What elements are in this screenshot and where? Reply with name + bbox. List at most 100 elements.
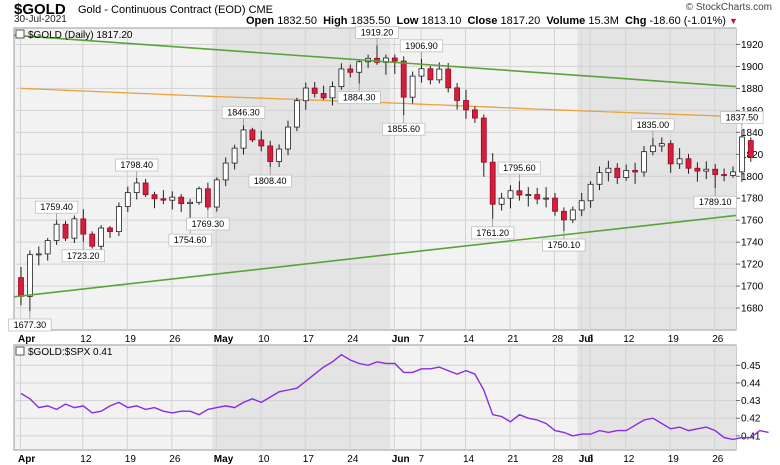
- month-shade: [212, 29, 391, 329]
- y-tick-label: 1920: [741, 40, 764, 51]
- price-annotation: 1837.50: [726, 112, 759, 122]
- candle-up: [507, 190, 514, 199]
- ratio-legend: $GOLD:$SPX 0.41: [28, 347, 113, 358]
- annotation-box: [61, 249, 105, 263]
- candle-up: [356, 61, 363, 73]
- candle-up: [169, 196, 176, 201]
- candle-down: [391, 57, 398, 62]
- price-annotation: 1769.30: [192, 219, 225, 229]
- month-shade: [212, 346, 391, 449]
- annotation-box: [337, 91, 381, 105]
- contract-name: Gold - Continuous Contract (EOD): [78, 4, 246, 16]
- annotation-box: [168, 233, 212, 247]
- price-annotation: 1846.30: [227, 107, 260, 117]
- brand-watermark: © StockCharts.com: [685, 2, 772, 13]
- candle-up: [133, 182, 140, 194]
- ratio-y-tick-label: 0.42: [741, 414, 761, 425]
- candle-up: [222, 162, 229, 181]
- candle-down: [471, 109, 478, 119]
- price-annotation: 1884.30: [343, 93, 376, 103]
- x-tick-label: 12: [80, 334, 92, 345]
- candle-up: [329, 86, 336, 99]
- candle-down: [258, 139, 265, 147]
- exchange-name: CME: [248, 4, 274, 16]
- moving-average-line: [20, 87, 751, 118]
- candle-up: [240, 129, 247, 149]
- annotation-box: [542, 238, 586, 252]
- contract-subtitle: Gold - Continuous Contract (EOD) CME: [78, 4, 273, 16]
- x-tick-label: 6: [588, 334, 594, 345]
- low-label: Low: [396, 15, 419, 27]
- annotation-box: [382, 122, 426, 136]
- x-tick-label: 14: [463, 334, 475, 345]
- ratio-x-tick-label: May: [214, 454, 234, 465]
- x-tick-label: 10: [258, 334, 270, 345]
- candle-up: [44, 240, 51, 255]
- candle-up: [641, 151, 647, 173]
- candle-up: [578, 200, 585, 211]
- legend-swatch: [15, 29, 25, 39]
- candle-up: [739, 136, 745, 173]
- y-tick-label: 1760: [741, 216, 764, 227]
- candle-down: [747, 140, 754, 158]
- ratio-x-tick-label: 10: [258, 454, 270, 465]
- candle-up: [676, 158, 683, 165]
- candle-up: [98, 227, 104, 247]
- y-tick-label: 1680: [741, 304, 764, 315]
- chg-down-arrow-icon: ▼: [729, 16, 738, 26]
- candle-down: [561, 210, 567, 221]
- ratio-x-tick-label: 17: [303, 454, 315, 465]
- candle-down: [480, 117, 487, 163]
- candle-down: [142, 182, 149, 196]
- volume-label: Volume: [546, 15, 586, 27]
- annotation-box: [221, 106, 266, 119]
- x-tick-label: 26: [169, 334, 181, 345]
- y-tick-label: 1840: [741, 128, 764, 139]
- candle-up: [543, 197, 549, 200]
- y-tick-label: 1900: [741, 62, 764, 73]
- annotation-box: [720, 111, 764, 124]
- x-tick-label: May: [214, 334, 234, 345]
- candle-up: [187, 201, 194, 204]
- candle-down: [685, 158, 692, 169]
- candle-down: [107, 227, 113, 233]
- candle-down: [178, 196, 185, 204]
- candle-up: [658, 143, 665, 147]
- candle-up: [285, 126, 291, 150]
- open-label: Open: [246, 15, 275, 27]
- ratio-x-tick-label: Jun: [392, 454, 410, 465]
- ratio-x-tick-label: 14: [463, 454, 475, 465]
- x-tick-label: Jun: [392, 334, 410, 345]
- candle-up: [587, 183, 594, 202]
- price-annotation: 1919.20: [361, 27, 394, 37]
- ohlc-bar: Open 1832.50 High 1835.50 Low 1813.10 Cl…: [246, 15, 738, 27]
- price-annotation: 1750.10: [548, 240, 581, 250]
- candle-down: [151, 194, 158, 200]
- y-tick-label: 1700: [741, 282, 764, 293]
- price-annotation: 1798.40: [120, 160, 153, 170]
- candle-down: [694, 167, 701, 172]
- x-tick-label: 28: [552, 334, 564, 345]
- candle-up: [436, 68, 443, 81]
- candle-down: [712, 168, 719, 175]
- candle-down: [400, 60, 407, 98]
- x-tick-label: Apr: [18, 334, 35, 345]
- x-tick-label: 19: [125, 334, 137, 345]
- x-tick-label: 24: [347, 334, 359, 345]
- month-shade: [577, 29, 736, 329]
- candle-up: [605, 167, 612, 174]
- y-tick-label: 1880: [741, 84, 764, 95]
- candle-up: [302, 87, 309, 102]
- price-annotation: 1677.30: [14, 320, 47, 330]
- header-date: 30-Jul-2021: [14, 14, 67, 25]
- high-label: High: [323, 15, 348, 27]
- ratio-x-tick-label: Jul: [579, 454, 594, 465]
- ratio-y-tick-label: 0.44: [741, 378, 761, 389]
- candle-down: [204, 188, 211, 208]
- candle-up: [338, 68, 345, 88]
- candle-up: [116, 206, 122, 233]
- low-value: 1813.10: [421, 15, 462, 27]
- price-annotation: 1795.60: [503, 163, 536, 173]
- candle-up: [213, 179, 220, 208]
- price-annotation: 1808.40: [254, 176, 287, 186]
